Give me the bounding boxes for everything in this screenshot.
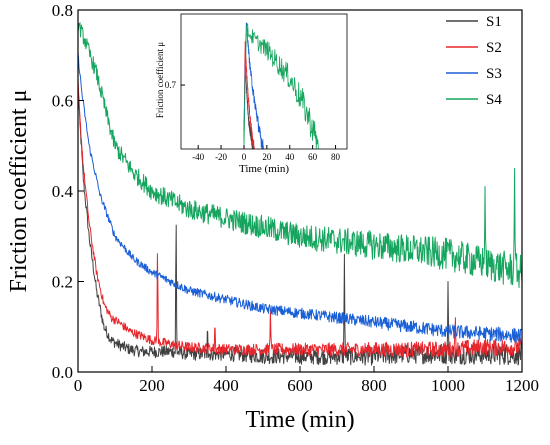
inset-y-axis-title: Friction coefficient μ bbox=[155, 42, 165, 118]
x-tick-label: -40 bbox=[192, 152, 204, 162]
main-plot-series bbox=[77, 22, 523, 366]
x-tick-label: 1200 bbox=[505, 376, 539, 395]
series-line-s4 bbox=[77, 22, 523, 289]
x-tick-label: 0 bbox=[74, 376, 83, 395]
y-tick-label: 0.0 bbox=[52, 363, 73, 382]
series-line-s2 bbox=[77, 78, 523, 358]
y-tick-label: 0.2 bbox=[52, 272, 73, 291]
inset-x-axis-title: Time (min) bbox=[239, 163, 289, 175]
x-tick-label: 60 bbox=[308, 152, 318, 162]
inset-background bbox=[181, 14, 347, 149]
y-tick-label: 0.8 bbox=[52, 1, 73, 20]
legend-label-s4: S4 bbox=[486, 92, 502, 108]
main-y-axis-title: Friction coefficient μ bbox=[6, 89, 32, 292]
y-tick-label: 0.6 bbox=[52, 91, 73, 110]
x-tick-label: 20 bbox=[262, 152, 272, 162]
x-tick-label: 600 bbox=[287, 376, 313, 395]
x-tick-label: 80 bbox=[331, 152, 341, 162]
series-line-s3 bbox=[243, 22, 264, 150]
legend: S1 S2 S3 S4 bbox=[446, 14, 502, 108]
series-line-s1 bbox=[77, 89, 523, 366]
series-line-s4 bbox=[243, 23, 319, 150]
x-tick-label: 40 bbox=[285, 152, 295, 162]
x-tick-label: 800 bbox=[361, 376, 387, 395]
x-tick-label: 400 bbox=[213, 376, 239, 395]
inset-plot-series bbox=[243, 22, 319, 150]
series-line-s3 bbox=[77, 52, 523, 343]
x-tick-label: 200 bbox=[139, 376, 165, 395]
inset-plot-frame bbox=[180, 13, 348, 150]
y-tick-label: 0.4 bbox=[52, 182, 74, 201]
legend-label-s2: S2 bbox=[486, 40, 502, 56]
x-tick-label: 1000 bbox=[431, 376, 465, 395]
x-tick-label: 0 bbox=[242, 152, 247, 162]
x-tick-label: -20 bbox=[215, 152, 227, 162]
legend-label-s1: S1 bbox=[486, 14, 502, 30]
main-x-axis-title: Time (min) bbox=[245, 407, 354, 433]
y-tick-label: 0.7 bbox=[165, 80, 177, 90]
legend-label-s3: S3 bbox=[486, 66, 502, 82]
inset-axes: -40 -20 0 20 40 60 80 0.7 bbox=[165, 80, 341, 162]
